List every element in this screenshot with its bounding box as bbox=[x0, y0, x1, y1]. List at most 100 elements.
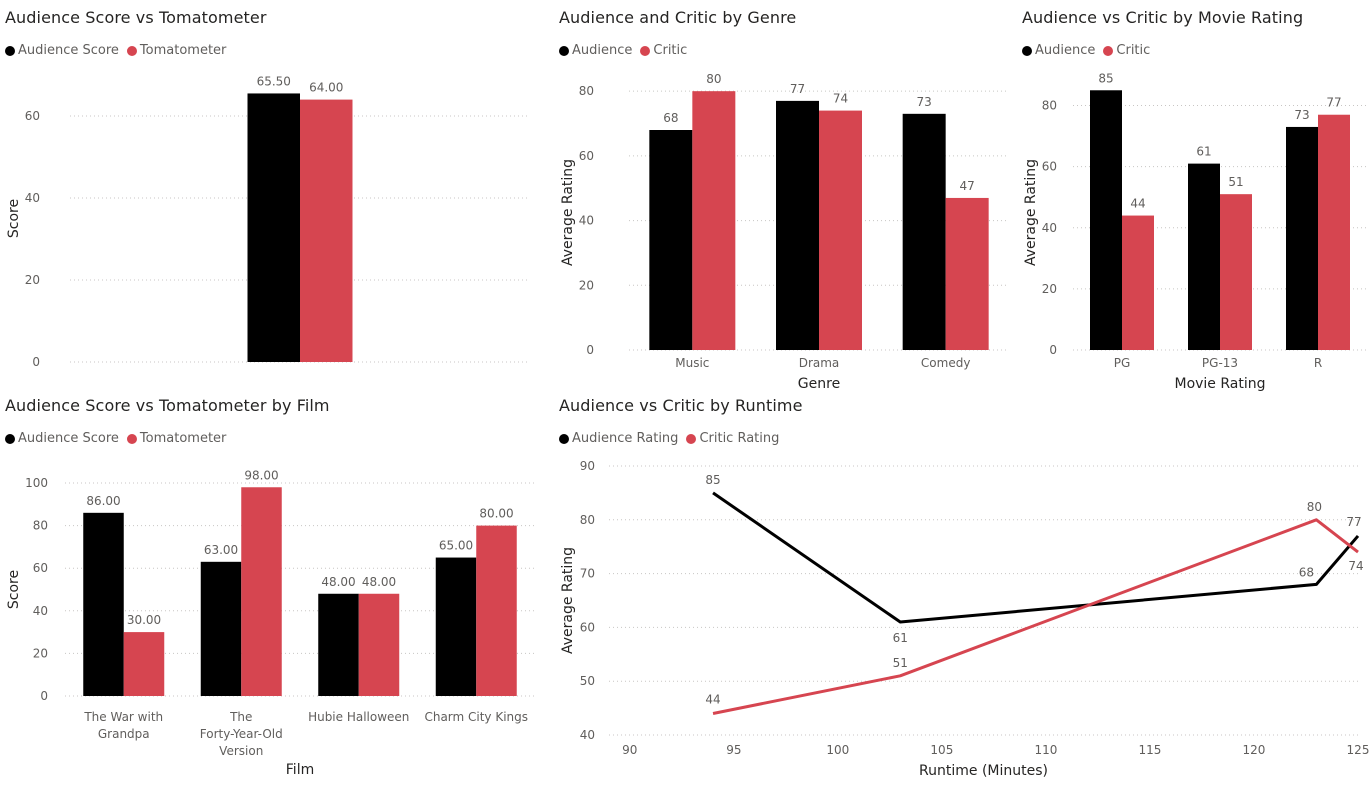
data-label: 51 bbox=[893, 656, 908, 670]
x-tick-label: R bbox=[1314, 356, 1322, 370]
x-tick-label: 95 bbox=[726, 743, 741, 757]
y-tick-label: 0 bbox=[40, 689, 48, 703]
x-tick-label: 125 bbox=[1347, 743, 1370, 757]
data-label: 61 bbox=[893, 631, 908, 645]
y-tick-label: 100 bbox=[25, 476, 48, 490]
chart-audience-critic-by-movie-rating: Audience vs Critic by Movie Rating Audie… bbox=[1017, 0, 1372, 392]
legend-label: Audience bbox=[572, 43, 633, 58]
legend-dot-icon bbox=[559, 433, 569, 444]
legend-label: Audience Score bbox=[18, 43, 119, 58]
bar bbox=[776, 100, 819, 350]
data-label: 68 bbox=[663, 111, 678, 125]
y-axis-title: Average Rating bbox=[560, 159, 576, 266]
y-tick-label: 90 bbox=[580, 459, 595, 473]
x-tick-label: 120 bbox=[1243, 743, 1266, 757]
series-line bbox=[712, 518, 1359, 715]
plot-area: 0 20 40 60 80 Average Rating 68 80 Music 77 74 Dram… bbox=[560, 72, 1009, 392]
x-tick-label: Version bbox=[219, 744, 263, 758]
data-label: 85 bbox=[1098, 71, 1113, 85]
chart-audience-vs-tomatometer: Audience Score vs Tomatometer Audience S… bbox=[0, 0, 540, 390]
x-tick-label: Drama bbox=[799, 356, 840, 370]
bar bbox=[358, 593, 400, 696]
y-tick-label: 40 bbox=[579, 214, 594, 228]
plot-area: 0 20 40 60 80 100 Score 86.00 30.00 The War with G… bbox=[6, 468, 535, 778]
data-label: 65.00 bbox=[439, 539, 473, 553]
legend-label: Audience bbox=[1035, 43, 1096, 58]
data-label: 44 bbox=[1130, 197, 1145, 211]
y-tick-label: 0 bbox=[32, 355, 40, 369]
chart-legend: Audience Score Tomatometer bbox=[5, 431, 234, 446]
bar bbox=[83, 512, 124, 696]
legend-item-critic-rating[interactable]: Critic Rating bbox=[686, 431, 779, 446]
x-tick-label: Grandpa bbox=[98, 727, 150, 741]
y-tick-label: 20 bbox=[33, 646, 48, 660]
data-label: 77 bbox=[790, 82, 805, 96]
chart-title: Audience vs Critic by Movie Rating bbox=[1022, 8, 1304, 27]
bar bbox=[902, 113, 946, 350]
legend-item-audience-score[interactable]: Audience Score bbox=[5, 43, 119, 58]
y-tick-label: 40 bbox=[580, 728, 595, 742]
chart-legend: Audience Score Tomatometer bbox=[5, 43, 234, 58]
y-tick-label: 40 bbox=[1042, 221, 1057, 235]
chart-legend: Audience Critic bbox=[1022, 43, 1158, 58]
data-label: 30.00 bbox=[127, 613, 161, 627]
x-tick-label: The War with bbox=[83, 710, 163, 724]
chart-legend: Audience Rating Critic Rating bbox=[559, 431, 787, 446]
y-tick-label: 0 bbox=[1049, 343, 1057, 357]
x-tick-label: 105 bbox=[930, 743, 953, 757]
bar bbox=[200, 561, 242, 696]
x-tick-label: PG-13 bbox=[1202, 356, 1238, 370]
y-axis-title: Score bbox=[6, 570, 22, 609]
data-label: 80.00 bbox=[479, 507, 513, 521]
bar bbox=[318, 593, 359, 696]
data-label: 64.00 bbox=[309, 81, 343, 95]
legend-item-audience[interactable]: Audience bbox=[1022, 43, 1095, 58]
legend-label: Critic bbox=[1116, 43, 1151, 58]
legend-dot-icon bbox=[5, 45, 15, 56]
bar bbox=[476, 525, 517, 696]
legend-item-audience[interactable]: Audience bbox=[559, 43, 632, 58]
bar bbox=[819, 110, 862, 351]
x-tick-label: Hubie Halloween bbox=[308, 710, 409, 724]
legend-item-audience-score[interactable]: Audience Score bbox=[5, 431, 119, 446]
y-tick-label: 20 bbox=[25, 273, 40, 287]
y-tick-label: 60 bbox=[25, 109, 40, 123]
x-tick-label: The bbox=[229, 710, 252, 724]
bar bbox=[300, 99, 353, 362]
data-label: 47 bbox=[960, 179, 975, 193]
chart-title: Audience Score vs Tomatometer by Film bbox=[5, 396, 330, 415]
legend-dot-icon bbox=[640, 45, 651, 56]
y-tick-label: 0 bbox=[586, 343, 594, 357]
legend-label: Critic bbox=[653, 43, 688, 58]
data-label: 74 bbox=[1348, 559, 1363, 573]
x-tick-label: 100 bbox=[826, 743, 849, 757]
y-tick-label: 60 bbox=[33, 561, 48, 575]
y-axis-title: Score bbox=[6, 199, 22, 238]
legend-item-tomatometer[interactable]: Tomatometer bbox=[126, 431, 227, 446]
bar bbox=[435, 557, 477, 696]
legend-item-critic[interactable]: Critic bbox=[1103, 43, 1150, 58]
chart-title: Audience vs Critic by Runtime bbox=[559, 396, 803, 415]
legend-item-critic[interactable]: Critic bbox=[640, 43, 687, 58]
data-label: 63.00 bbox=[204, 543, 238, 557]
data-label: 68 bbox=[1299, 565, 1314, 579]
chart-legend: Audience Critic bbox=[559, 43, 695, 58]
plot-area: 0 20 40 60 80 Average Rating 85 44 PG 61 51 PG-13 73… bbox=[1023, 71, 1367, 392]
x-axis-title: Runtime (Minutes) bbox=[919, 763, 1048, 779]
y-tick-label: 20 bbox=[1042, 282, 1057, 296]
x-tick-label: 110 bbox=[1034, 743, 1057, 757]
legend-item-tomatometer[interactable]: Tomatometer bbox=[126, 43, 226, 58]
legend-dot-icon bbox=[126, 433, 137, 444]
legend-label: Tomatometer bbox=[139, 431, 227, 446]
bar bbox=[649, 130, 693, 350]
bar bbox=[241, 487, 282, 696]
data-label: 73 bbox=[1294, 108, 1309, 122]
bar bbox=[1286, 126, 1318, 350]
legend-dot-icon bbox=[559, 45, 569, 56]
legend-item-audience-rating[interactable]: Audience Rating bbox=[559, 431, 678, 446]
bar bbox=[945, 197, 989, 350]
x-tick-label: PG bbox=[1114, 356, 1131, 370]
chart-audience-critic-by-genre: Audience and Critic by Genre Audience Cr… bbox=[554, 0, 1014, 392]
legend-label: Audience Rating bbox=[572, 431, 679, 446]
y-tick-label: 60 bbox=[579, 149, 594, 163]
